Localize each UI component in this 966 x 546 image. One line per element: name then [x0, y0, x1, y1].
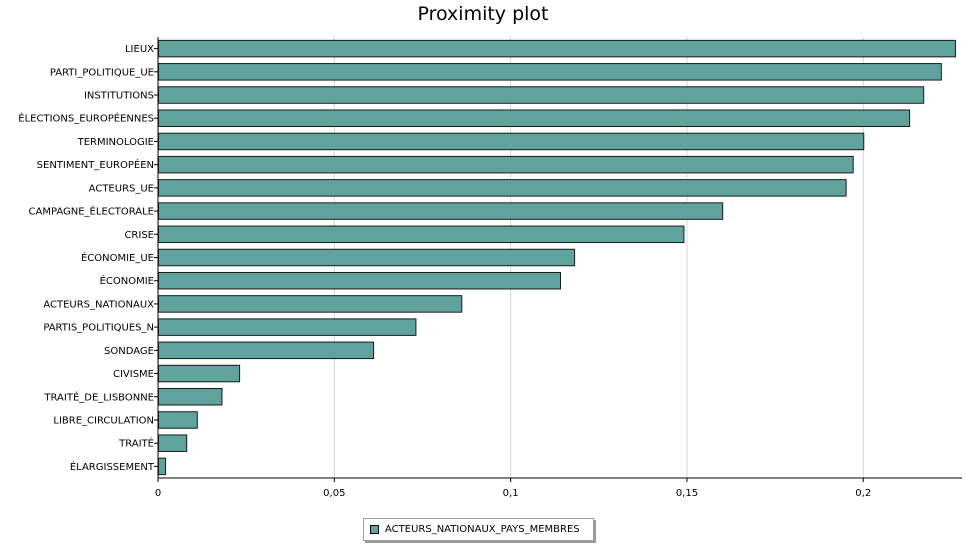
y-tick-label: SENTIMENT_EUROPÉEN [37, 158, 154, 171]
y-tick-label: ÉCONOMIE_UE [81, 251, 154, 264]
x-tick-label: 0,05 [323, 488, 345, 499]
y-tick-label: CAMPAGNE_ÉLECTORALE [29, 205, 155, 218]
bar [158, 318, 417, 336]
bar [158, 341, 375, 360]
x-tick-label: 0,15 [676, 488, 698, 499]
bar [158, 457, 167, 476]
x-tick-label: 0,2 [855, 488, 871, 499]
bar [158, 411, 198, 429]
bar [158, 295, 463, 313]
y-tick-label: PARTI_POLITIQUE_UE [50, 67, 154, 78]
bar [158, 63, 942, 81]
legend: ACTEURS_NATIONAUX_PAYS_MEMBRES [363, 518, 594, 541]
y-tick-label: ACTEURS_UE [89, 183, 154, 194]
legend-swatch [370, 525, 379, 534]
y-tick-label: PARTIS_POLITIQUES_N [43, 323, 154, 334]
y-tick-label: INSTITUTIONS [84, 91, 154, 102]
bar [158, 202, 724, 220]
x-tick-label: 0 [155, 488, 161, 499]
bar [158, 248, 576, 267]
bar [158, 155, 854, 174]
y-tick-label: TRAITÉ [118, 437, 154, 450]
y-tick-label: LIBRE_CIRCULATION [53, 415, 154, 426]
y-tick-label: LIEUX [125, 44, 154, 55]
bar [158, 179, 847, 197]
bar [158, 388, 223, 406]
y-tick-label: CRISE [124, 230, 154, 241]
y-tick-label: ÉLECTIONS_EUROPÉENNES [18, 112, 154, 125]
bar [158, 364, 241, 383]
y-tick-label: TERMINOLOGIE [77, 137, 154, 148]
y-tick-label: ACTEURS_NATIONAUX [43, 299, 154, 310]
x-tick-label: 0,1 [503, 488, 519, 499]
bar [158, 132, 865, 151]
y-tick-label: TRAITÉ_DE_LISBONNE [43, 390, 154, 403]
bar [158, 225, 685, 244]
bar [158, 86, 925, 104]
chart-title: Proximity plot [417, 3, 549, 25]
legend-label: ACTEURS_NATIONAUX_PAYS_MEMBRES [385, 524, 580, 535]
bar [158, 109, 911, 127]
y-tick-label: ÉCONOMIE [100, 274, 154, 287]
y-tick-label: CIVISME [113, 369, 154, 380]
bar [158, 271, 561, 290]
bar [158, 39, 956, 58]
y-tick-label: ÉLARGISSEMENT [70, 460, 155, 473]
y-tick-label: SONDAGE [104, 346, 154, 357]
bar [158, 434, 188, 452]
